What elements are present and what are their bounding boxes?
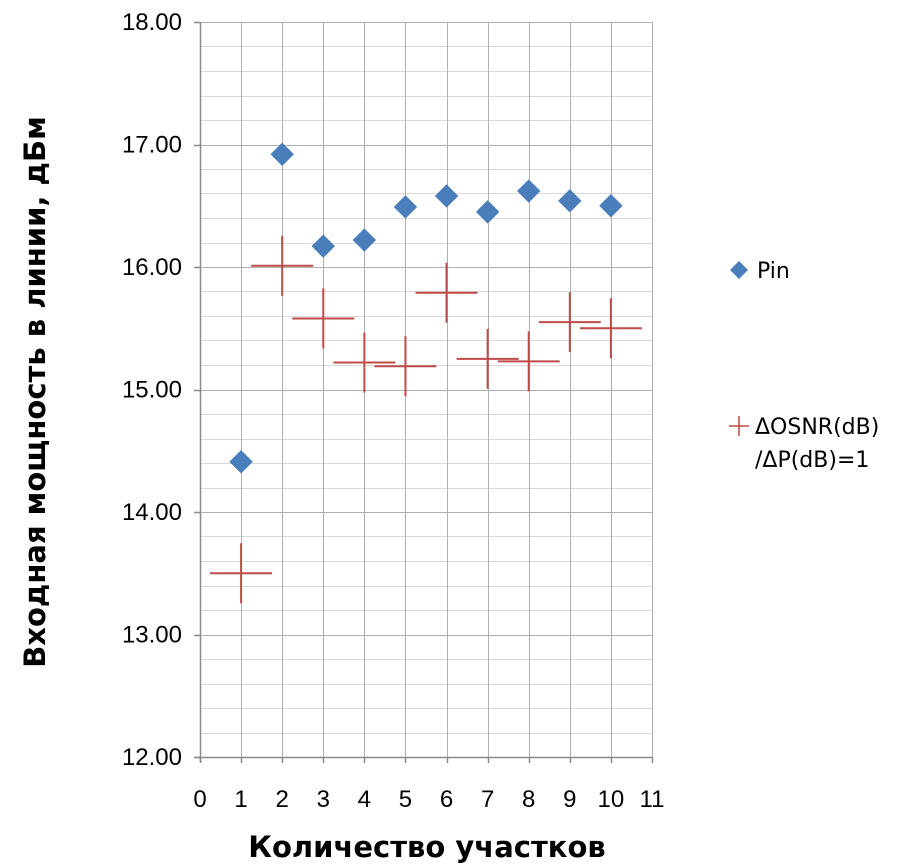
axes [194,21,654,763]
legend: Pin ΔOSNR(dB) /ΔP(dB)=1 [729,259,879,473]
legend-label-delta-osnr-line1: ΔOSNR(dB) [755,415,879,440]
x-tick-label: 9 [563,786,576,813]
y-tick-label: 15.00 [122,377,182,404]
y-tick-label: 14.00 [122,499,182,526]
x-tick-label: 4 [358,786,371,813]
x-tick-label: 2 [276,786,289,813]
data-point-pin [599,194,623,218]
x-tick-label: 5 [399,786,412,813]
y-tick-labels: 12.00 13.00 14.00 15.00 16.00 17.00 18.00 [122,9,182,771]
legend-label-delta-osnr-line2: /ΔP(dB)=1 [755,448,869,473]
y-tick-label: 13.00 [122,622,182,649]
x-tick-label: 7 [481,786,494,813]
data-point-pin [558,189,582,213]
series-pin [229,142,623,474]
data-point-pin [475,200,500,224]
data-point-pin [434,184,459,208]
x-tick-label: 8 [522,786,535,813]
series-delta-osnr [210,235,642,604]
legend-label-pin: Pin [757,259,790,284]
data-point-delta-osnr [415,262,478,323]
x-tick-label: 1 [234,786,247,813]
major-gridlines [200,22,653,758]
x-tick-label: 6 [440,786,453,813]
y-axis-title: Входная мощность в линии, дБм [18,116,52,668]
data-point-pin [393,195,418,219]
plot-marks [210,142,642,604]
data-point-delta-osnr [333,332,396,393]
x-tick-label: 10 [598,786,625,813]
legend-marker-diamond [730,261,748,279]
data-point-delta-osnr [456,328,519,389]
data-point-delta-osnr [497,331,560,392]
x-tick-label: 11 [640,786,665,813]
legend-marker-plus [729,416,749,436]
y-tick-label: 12.00 [122,744,182,771]
data-point-pin [517,179,541,203]
y-tick-label: 18.00 [122,9,182,36]
x-tick-labels: 0 1 2 3 4 5 6 7 8 9 10 11 [193,786,664,813]
data-point-pin [352,228,377,252]
data-point-delta-osnr [292,288,355,349]
legend-item-delta-osnr: ΔOSNR(dB) /ΔP(dB)=1 [729,415,879,473]
data-point-delta-osnr [210,543,273,604]
data-point-delta-osnr [538,292,601,353]
data-point-pin [311,234,335,258]
x-tick-label: 0 [193,786,206,813]
y-tick-label: 16.00 [122,254,182,281]
data-point-pin [229,450,253,474]
data-point-pin [270,142,294,167]
legend-item-pin: Pin [730,259,790,284]
data-point-delta-osnr [251,235,314,296]
y-tick-label: 17.00 [122,132,182,159]
x-axis-title: Количество участков [248,830,605,864]
data-point-delta-osnr [579,298,642,359]
data-point-delta-osnr [374,336,437,397]
x-tick-label: 3 [317,786,330,813]
